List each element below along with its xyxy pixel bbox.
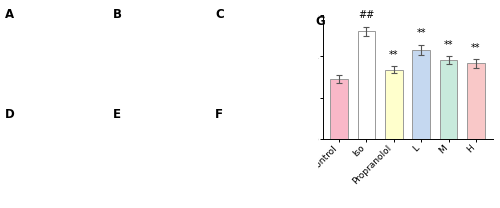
Bar: [467, 63, 485, 139]
Text: E: E: [112, 108, 120, 121]
Bar: [385, 70, 402, 139]
Bar: [412, 50, 430, 139]
Text: C: C: [215, 8, 224, 21]
Text: F: F: [215, 108, 223, 121]
Text: **: **: [389, 50, 398, 60]
Text: A: A: [5, 8, 14, 21]
Text: G: G: [315, 15, 325, 27]
Bar: [330, 79, 348, 139]
Text: **: **: [471, 43, 480, 53]
Y-axis label: HW/BW(mg/g): HW/BW(mg/g): [300, 40, 310, 114]
Bar: [358, 31, 376, 139]
Text: B: B: [112, 8, 122, 21]
Text: ##: ##: [358, 10, 374, 20]
Text: **: **: [416, 28, 426, 38]
Bar: [440, 60, 458, 139]
Text: D: D: [5, 108, 15, 121]
Text: **: **: [444, 40, 454, 50]
